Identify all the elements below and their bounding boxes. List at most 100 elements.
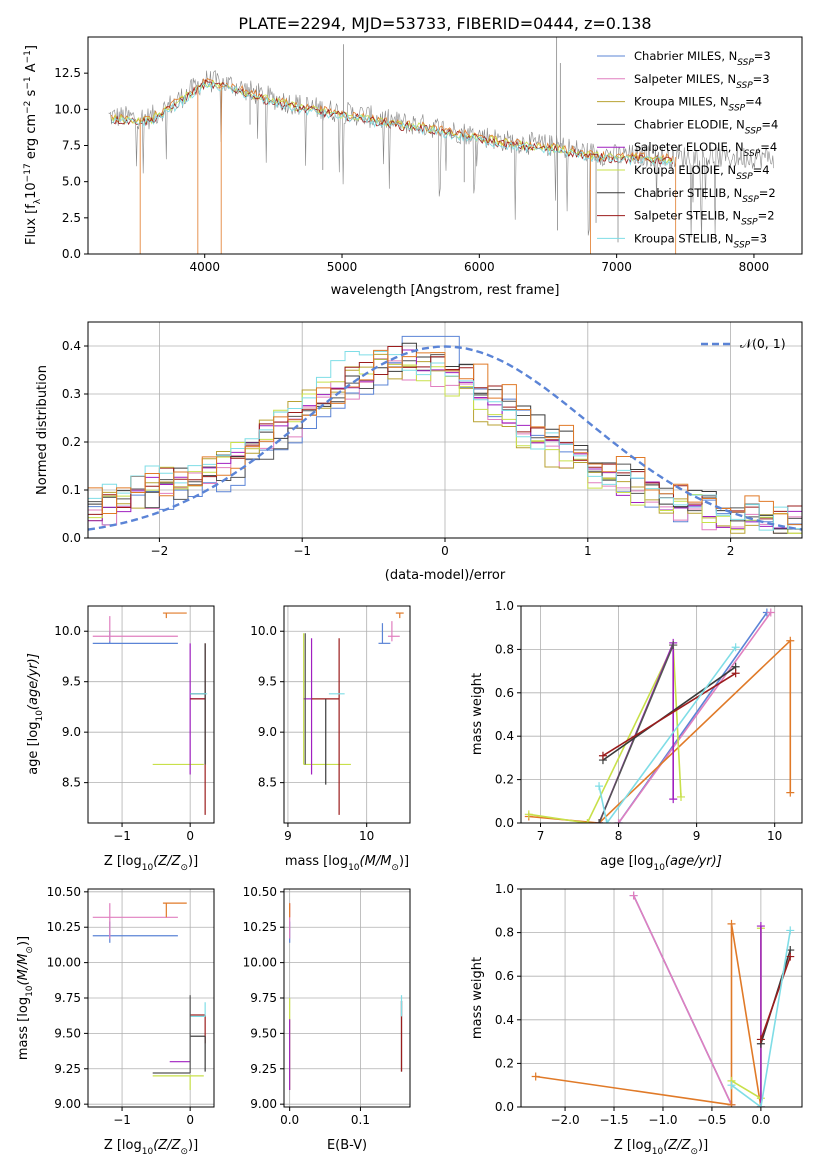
- y-tick-label: 8.5: [62, 776, 81, 790]
- label-part: Kroupa STELIB, N: [634, 231, 734, 245]
- label-part: 10: [24, 182, 39, 199]
- axes-frame: [87, 605, 215, 824]
- y-tick-label: 0.4: [495, 729, 514, 743]
- label-part: ⊙: [180, 1147, 188, 1157]
- y-tick-label: 5.0: [62, 175, 81, 189]
- y-tick-label: 10.50: [47, 885, 81, 899]
- mass-vs-Z-panel: −1 0 9.00 9.25 9.50 9.75 10.00 10.25 10.50: [47, 885, 215, 1127]
- label-part: =2: [758, 209, 775, 223]
- x-tick-label: −1: [113, 1113, 131, 1127]
- weight-vs-Z-ylabel: mass weight: [470, 957, 485, 1039]
- label-part: 10: [653, 863, 665, 873]
- y-tick-label: 0.6: [495, 686, 514, 700]
- y-tick-label: 7.5: [62, 139, 81, 153]
- label-part: SSP: [737, 58, 754, 68]
- label-part: Salpeter MILES, N: [634, 72, 736, 86]
- label-part: ⊙: [25, 946, 35, 954]
- y-tick-label: 10.00: [47, 956, 81, 970]
- label-part: (M/M: [360, 854, 392, 869]
- y-tick-label: 0.4: [495, 1013, 514, 1027]
- age-vs-mass-xlabel: mass [log10(M/M⊙)]: [285, 854, 409, 873]
- mass-ylabel: mass [log10(M/M⊙)]: [16, 936, 35, 1060]
- age-vs-Z-xlabel: Z [log10(Z/Z⊙)]: [104, 854, 198, 873]
- series-line: [731, 930, 792, 1107]
- y-tick-label: 9.0: [258, 725, 277, 739]
- x-tick-label: −1.5: [599, 1113, 628, 1127]
- x-tick-label: 8: [615, 829, 623, 843]
- label-part: 10: [35, 710, 45, 722]
- series-marker: [598, 751, 607, 760]
- y-tick-label: 1.0: [495, 599, 514, 613]
- series-marker: [614, 819, 623, 823]
- weight-vs-age-panel: 7 8 9 10 0.0 0.2 0.4 0.6 0.8 1.0: [495, 599, 803, 843]
- x-tick-label: −2.0: [550, 1113, 579, 1127]
- series-line: [598, 644, 674, 823]
- label-part: 10: [25, 985, 35, 997]
- y-tick-label: 10.25: [243, 920, 277, 934]
- label-part: (M/M: [16, 954, 31, 986]
- label-part: Chabrier MILES, N: [634, 49, 737, 63]
- x-tick-label: −2: [151, 544, 169, 558]
- series-marker: [786, 788, 795, 797]
- label-part: (Z/Z: [153, 1138, 181, 1153]
- label-part: Kroupa MILES, N: [634, 95, 729, 109]
- y-tick-label: 0.2: [495, 773, 514, 787]
- series-marker: [595, 782, 604, 791]
- x-tick-label: 0.1: [351, 1113, 370, 1127]
- series-line: [602, 666, 737, 761]
- label-part: (Z/Z: [663, 1138, 691, 1153]
- series-marker: [727, 1100, 736, 1107]
- label-part: (Z/Z: [153, 854, 181, 869]
- series-marker: [602, 819, 611, 823]
- y-tick-label: 10.0: [54, 624, 81, 638]
- x-tick-label: 5000: [327, 260, 358, 274]
- mass-vs-Z-xlabel: Z [log10(Z/Z⊙)]: [104, 1138, 198, 1157]
- label-part: (age/yr)]: [26, 653, 41, 710]
- panels: 4000 5000 6000 7000 80000.02.55.07.510.012.5…: [16, 36, 803, 1157]
- label-part: Chabrier ELODIE, N: [634, 117, 745, 131]
- series-marker: [756, 1035, 765, 1044]
- plot-area: [88, 889, 214, 1107]
- y-tick-label: 0.8: [495, 926, 514, 940]
- age-vs-mass-panel: 9 10 8.5 9.0 9.5 10.0: [250, 605, 411, 843]
- label-part: =4: [753, 163, 770, 177]
- mass-vs-ebv-xlabel: E(B-V): [327, 1138, 367, 1153]
- label-part: ⊙: [391, 863, 399, 873]
- y-tick-label: 9.5: [62, 675, 81, 689]
- legend-label: Chabrier MILES, NSSP=3: [634, 49, 771, 68]
- x-tick-label: 2: [727, 544, 735, 558]
- series-line: [528, 644, 682, 823]
- x-tick-label: 8000: [739, 260, 770, 274]
- weight-vs-Z-xlabel: Z [log10(Z/Z⊙)]: [614, 1138, 708, 1157]
- label-part: Chabrier STELIB, N: [634, 186, 742, 200]
- y-tick-label: 0.4: [62, 339, 81, 353]
- label-part: =4: [760, 140, 777, 154]
- y-tick-label: 8.5: [258, 776, 277, 790]
- plot-area: [88, 606, 214, 823]
- age-vs-Z-panel: −1 0 8.5 9.0 9.5 10.0: [54, 605, 215, 843]
- weight-vs-age-ylabel: mass weight: [470, 673, 485, 755]
- x-tick-label: −1.0: [648, 1113, 677, 1127]
- series-line: [632, 895, 733, 1106]
- plot-area: [284, 889, 410, 1107]
- label-part: (age/yr)]: [665, 854, 722, 869]
- y-tick-label: 9.5: [258, 675, 277, 689]
- histogram-step: [88, 349, 802, 526]
- label-part: Kroupa ELODIE, N: [634, 163, 736, 177]
- series-marker: [669, 795, 678, 804]
- x-tick-label: 0: [186, 829, 194, 843]
- label-part: =4: [745, 95, 762, 109]
- label-part: A: [24, 63, 39, 76]
- y-tick-label: 0.1: [62, 483, 81, 497]
- label-part: mass [log: [16, 997, 31, 1060]
- x-tick-label: −1: [293, 544, 311, 558]
- y-tick-label: 10.50: [243, 885, 277, 899]
- y-tick-label: 1.0: [495, 882, 514, 896]
- y-tick-label: 9.25: [54, 1062, 81, 1076]
- y-tick-label: 9.0: [62, 725, 81, 739]
- y-tick-label: 9.50: [250, 1026, 277, 1040]
- series-marker: [786, 926, 795, 935]
- y-tick-label: 2.5: [62, 211, 81, 225]
- series-marker: [629, 891, 638, 900]
- y-tick-label: 0.0: [495, 1100, 514, 1114]
